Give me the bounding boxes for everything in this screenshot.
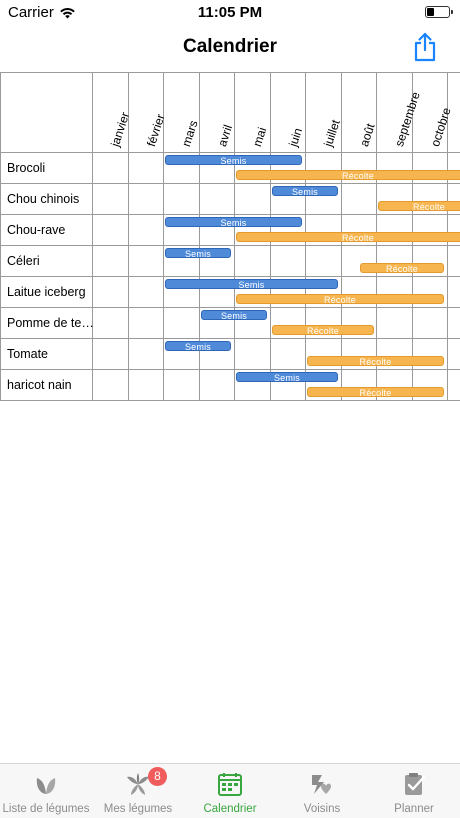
- vegetable-name[interactable]: Chou chinois: [7, 192, 80, 206]
- grid-line: [0, 276, 460, 277]
- harvest-bar[interactable]: Récolte: [236, 232, 460, 243]
- grid-line: [0, 152, 460, 153]
- sowing-bar[interactable]: Semis: [236, 372, 338, 383]
- month-label: août: [357, 121, 378, 149]
- sowing-bar[interactable]: Semis: [165, 248, 231, 259]
- vegetable-name[interactable]: Brocoli: [7, 161, 46, 175]
- planner-icon: [405, 773, 426, 795]
- month-header: avril: [199, 72, 235, 152]
- harvest-bar[interactable]: Récolte: [360, 263, 444, 274]
- share-icon[interactable]: [412, 32, 438, 62]
- sowing-bar[interactable]: Semis: [165, 341, 231, 352]
- tab-calendar[interactable]: Calendrier: [184, 764, 276, 818]
- page-title: Calendrier: [183, 36, 277, 57]
- grid-line: [234, 72, 235, 400]
- harvest-bar[interactable]: Récolte: [378, 201, 460, 212]
- vegetable-name[interactable]: Chou-rave: [7, 223, 66, 237]
- grid-line: [128, 72, 129, 400]
- calendar-icon: [218, 773, 242, 796]
- vegetable-name[interactable]: Céleri: [7, 254, 40, 268]
- month-label: mai: [250, 125, 270, 149]
- tab-label: Calendrier: [203, 803, 257, 815]
- harvest-bar[interactable]: Récolte: [236, 170, 460, 181]
- battery-icon: [425, 6, 453, 18]
- tab-vegetable-list[interactable]: Liste de légumes: [0, 764, 92, 818]
- sowing-bar[interactable]: Semis: [201, 310, 267, 321]
- grid-line: [92, 72, 93, 400]
- month-label: avril: [215, 123, 236, 149]
- tab-neighbors[interactable]: Voisins: [276, 764, 368, 818]
- harvest-bar[interactable]: Récolte: [236, 294, 444, 305]
- grid-line: [0, 245, 460, 246]
- carrier-group: Carrier: [8, 4, 76, 21]
- grid-line: [0, 307, 460, 308]
- harvest-bar[interactable]: Récolte: [307, 356, 444, 367]
- carrier-label: Carrier: [8, 4, 54, 21]
- month-header: octobre: [412, 72, 454, 152]
- clock: 11:05 PM: [197, 4, 263, 21]
- grid-line: [0, 72, 460, 73]
- month-header: février: [128, 72, 168, 152]
- sprout-icon: [127, 773, 149, 795]
- sowing-bar[interactable]: Semis: [272, 186, 338, 197]
- calendar-grid[interactable]: janvier février mars avril mai juin juillet aoû…: [0, 72, 460, 402]
- grid-line: [0, 400, 460, 401]
- sowing-bar[interactable]: Semis: [165, 279, 338, 290]
- tab-planner[interactable]: Planner: [368, 764, 460, 818]
- month-header: mai: [234, 72, 270, 152]
- grid-line: [0, 214, 460, 215]
- vegetable-name[interactable]: Pomme de te…: [7, 316, 94, 330]
- tab-label: Liste de légumes: [2, 803, 90, 815]
- month-header: mars: [163, 72, 201, 152]
- tab-bar: Liste de légumes 8 Mes légumes Calendrie…: [0, 763, 460, 818]
- month-label: juin: [286, 126, 306, 149]
- vegetable-name[interactable]: Laitue iceberg: [7, 285, 86, 299]
- grid-line: [0, 72, 1, 400]
- leaves-icon: [36, 778, 56, 794]
- grid-line: [0, 183, 460, 184]
- tab-my-vegetables[interactable]: 8 Mes légumes: [92, 764, 184, 818]
- grid-line: [199, 72, 200, 400]
- tab-label: Voisins: [303, 803, 341, 815]
- month-header: septembre: [376, 72, 423, 152]
- status-bar: Carrier 11:05 PM: [0, 0, 460, 26]
- navigation-bar: Calendrier: [0, 26, 460, 70]
- harvest-bar[interactable]: Récolte: [272, 325, 374, 336]
- vegetable-name[interactable]: haricot nain: [7, 378, 72, 392]
- grid-line: [163, 72, 164, 400]
- neighbors-icon: [312, 775, 331, 794]
- month-header: août: [341, 72, 378, 152]
- sowing-bar[interactable]: Semis: [165, 155, 302, 166]
- tab-badge: 8: [148, 767, 167, 786]
- sowing-bar[interactable]: Semis: [165, 217, 302, 228]
- vegetable-name[interactable]: Tomate: [7, 347, 48, 361]
- tab-label: Planner: [394, 803, 434, 815]
- month-header: janvier: [92, 72, 132, 152]
- month-header: juin: [270, 72, 306, 152]
- grid-line: [0, 338, 460, 339]
- tab-label: Mes légumes: [103, 803, 173, 815]
- month-label: mars: [179, 118, 201, 149]
- month-label: juillet: [321, 117, 343, 149]
- grid-line: [0, 369, 460, 370]
- month-header: novembre: [447, 72, 460, 152]
- month-header: juillet: [305, 72, 343, 152]
- harvest-bar[interactable]: Récolte: [307, 387, 444, 398]
- wifi-icon: [60, 7, 75, 18]
